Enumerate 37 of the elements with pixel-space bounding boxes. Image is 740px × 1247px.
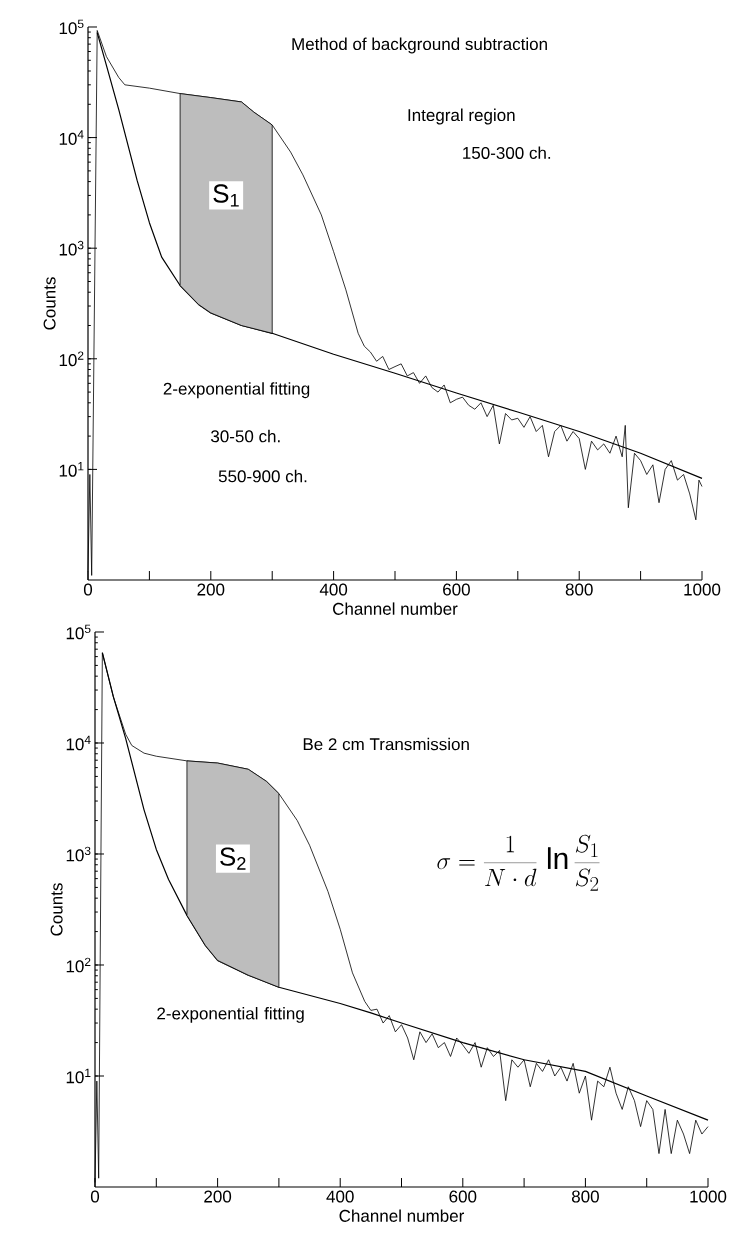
band-label: S$_{1}$: [213, 184, 239, 207]
y-axis-title: Counts: [43, 277, 56, 330]
x-tick-label: 1000: [684, 583, 721, 596]
y-tick-label: 10$^{2}$: [59, 351, 84, 367]
y-tick-label: 10$^{1}$: [66, 1068, 91, 1084]
y-tick-label: 10$^{3}$: [59, 240, 84, 256]
x-tick-label: 800: [565, 583, 593, 596]
x-tick-label: 0: [83, 583, 93, 596]
x-tick-label: 1000: [690, 1190, 727, 1203]
y-tick-label: 10$^{4}$: [59, 130, 84, 145]
annotation: 150-300 ch.: [463, 146, 551, 159]
y-tick-label: 10$^{2}$: [66, 957, 91, 973]
x-tick-label: 0: [90, 1190, 100, 1203]
y-tick-label: 10$^{4}$: [66, 735, 91, 751]
annotation: Integral region: [408, 108, 515, 125]
x-tick-label: 600: [449, 1190, 477, 1203]
annotation: 2-exponential fitting: [157, 1007, 304, 1023]
annotation: 550-900 ch.: [218, 469, 307, 483]
y-tick-label: 10$^{3}$: [66, 846, 91, 862]
x-tick-label: 400: [326, 1190, 354, 1203]
x-tick-label: 600: [443, 583, 470, 596]
annotation: $\sigma = \frac{1}{N\cdot d}\,\ln\frac{S_1}{S_2}$: [437, 834, 600, 891]
annotation: 2-exponential fitting: [163, 382, 310, 399]
band-label: S$_{2}$: [220, 847, 246, 870]
x-axis-title: Channel number: [339, 1209, 465, 1222]
x-tick-label: 400: [319, 583, 348, 596]
annotation: 30-50 ch.: [211, 429, 280, 443]
y-axis-title: Counts: [50, 883, 63, 936]
y-tick-label: 10$^{1}$: [59, 462, 84, 477]
text: Method of background subtraction: [292, 37, 547, 54]
x-axis-title: Channel number: [333, 602, 458, 615]
x-tick-label: 800: [571, 1190, 599, 1203]
y-tick-label: 10$^{5}$: [66, 624, 91, 640]
x-tick-label: 200: [204, 1190, 232, 1203]
x-tick-label: 200: [197, 583, 225, 596]
text: Be 2 cm Transmission: [303, 737, 469, 751]
y-tick-label: 10$^{5}$: [59, 19, 84, 35]
